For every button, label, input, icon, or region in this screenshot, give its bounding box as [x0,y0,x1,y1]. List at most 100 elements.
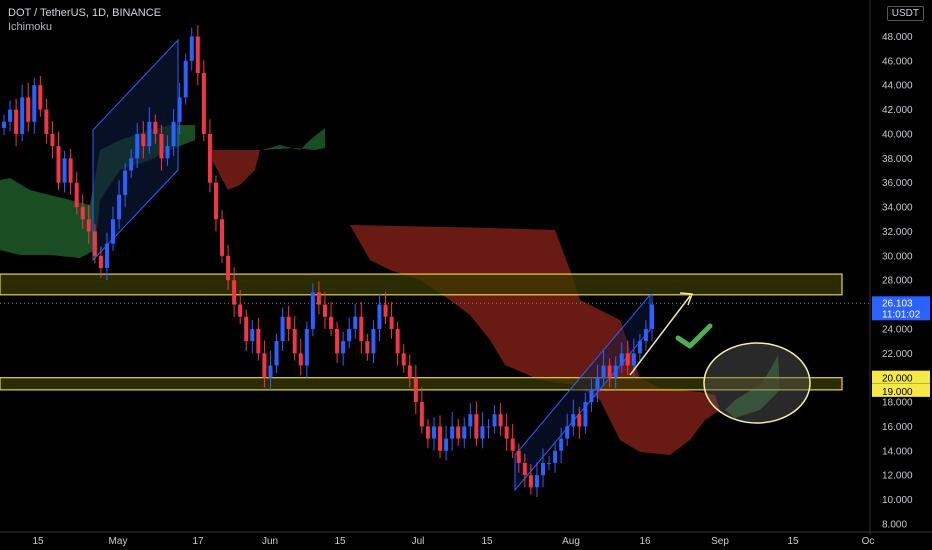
candle-body [534,475,539,488]
candle-body [486,426,491,428]
price-tick-label: 18.000 [882,398,913,409]
candle-body [56,146,61,183]
time-tick-label: Aug [562,536,580,547]
candle-body [650,304,654,329]
candle-body [238,304,243,317]
candle-body [407,365,412,378]
last-price-value: 26.103 [882,298,913,309]
check-mark-icon [675,323,713,349]
candle-body [522,462,527,476]
candle-body [98,255,103,268]
price-tick-label: 24.000 [882,324,913,335]
candle-body [38,85,43,110]
candle-body [86,219,91,232]
candle-body [413,377,418,403]
price-tick-label: 8.000 [882,519,907,530]
level-low-badge: 19.000 [872,383,930,398]
candle-body [274,341,279,366]
candle-body [50,133,55,147]
candle-body [14,109,19,134]
candle-body [583,402,588,427]
price-tick-label: 28.000 [882,276,913,287]
level-high-badge-text: 20.000 [882,374,913,385]
candle-body [450,426,455,439]
support-resistance-zones [0,273,870,391]
candle-body [468,414,473,427]
candle-body [528,475,533,488]
time-tick-label: 15 [787,536,799,547]
chart-legend: DOT / TetherUS, 1D, BINANCE Ichimoku [8,6,161,34]
cloud-segment [725,355,780,418]
price-tick-label: 12.000 [882,471,913,482]
time-axis[interactable]: 15 May 17 Jun 15 Jul 15 Aug 16 Sep 15 Oc [0,531,932,547]
candle-body [117,194,122,220]
time-tick-label: Jun [262,536,278,547]
candle-body [504,426,509,439]
candle-body [619,353,624,366]
candle-body [335,328,340,354]
support-zone [0,377,843,391]
candle-body [444,438,449,451]
candle-body [68,158,73,183]
candle-body [371,328,376,354]
candle-body [250,328,255,342]
candle-body [2,121,6,128]
candle-body [44,109,49,134]
candle-body [8,109,13,122]
candle-body [474,414,479,439]
candle-body [165,146,170,159]
time-tick-label: 16 [639,536,651,547]
price-tick-label: 34.000 [882,203,913,214]
level-low-badge-text: 19.000 [882,387,913,398]
candle-body [625,353,630,366]
candle-body [141,133,146,147]
last-price-bg [872,296,930,321]
candle-body [220,219,225,256]
candle-body [589,389,594,403]
candle-body [183,60,188,98]
price-tick-label: 38.000 [882,154,913,165]
candle-body [189,36,194,61]
time-tick-label: 15 [32,536,44,547]
candle-body [26,97,31,122]
candle-body [431,426,436,439]
candle-body [213,182,218,220]
candle-body [631,353,636,366]
time-tick-label: Jul [412,536,425,547]
candle-body [395,328,400,354]
projection-arrow [629,295,691,376]
candle-body [153,121,158,134]
candle-body [159,133,164,159]
candle-body [540,462,545,476]
candle-body [425,426,430,439]
candle-body [401,353,406,366]
price-tick-label: 44.000 [882,81,913,92]
candle-body [389,316,394,329]
candle-body [135,133,140,159]
candle-body [553,450,558,463]
candle-body [498,414,503,427]
candle-body [341,341,346,354]
time-tick-label: May [109,536,128,547]
candle-body [637,341,642,354]
candle-body [510,438,515,451]
candle-body [456,426,461,439]
time-tick-label: 17 [192,536,204,547]
candle-body [383,304,388,317]
candle-body [171,121,176,147]
countdown-value: 11:01:02 [882,309,921,320]
level-low-badge-bg [872,383,930,397]
currency-unit[interactable]: USDT [886,6,924,21]
price-tick-label: 46.000 [882,56,913,67]
price-axis[interactable]: 48.000 46.000 44.000 42.000 40.000 38.000 36.0… [869,0,930,535]
candle-body [262,353,267,378]
candle-body [232,280,237,305]
candle-body [92,231,97,256]
candle-body [62,158,67,183]
candle-body [256,328,261,354]
candle-body [177,97,182,122]
candle-body [20,97,25,134]
candle-body [492,414,497,427]
indicator-name: Ichimoku [8,21,53,33]
